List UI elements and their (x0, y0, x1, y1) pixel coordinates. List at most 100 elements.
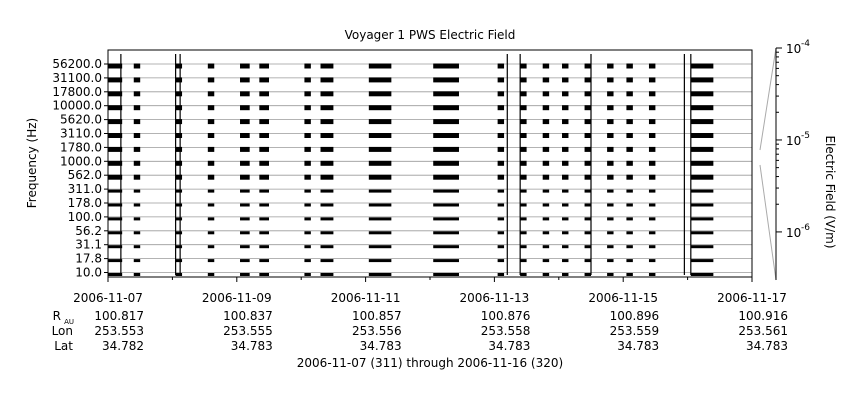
observation-block (133, 105, 141, 111)
observation-block (259, 160, 269, 166)
observation-block (648, 231, 656, 235)
colorbar-tick-base: 10 (786, 226, 801, 240)
observation-block (520, 133, 527, 138)
frequency-grid (108, 63, 752, 273)
observation-block (690, 245, 714, 249)
observation-block (433, 174, 459, 180)
observation-block (368, 77, 392, 83)
ephemeris-value: 253.556 (352, 324, 402, 338)
observation-block (626, 133, 633, 138)
observation-block (542, 160, 550, 166)
ephemeris-value: 253.561 (738, 324, 788, 338)
observation-block (175, 160, 183, 166)
colorbar-label: Electric Field (V/m) (823, 135, 837, 248)
observation-block (133, 119, 141, 125)
observation-block (133, 189, 141, 193)
ephemeris-value: 100.857 (352, 309, 402, 323)
observation-block (520, 273, 527, 276)
observation-block (690, 273, 714, 276)
observation-block (433, 77, 459, 83)
observation-block (108, 63, 123, 69)
observation-block (240, 245, 250, 249)
observation-block (542, 77, 550, 83)
observation-block (520, 245, 527, 249)
observation-block (320, 203, 334, 207)
observation-block (433, 91, 459, 97)
observation-block (626, 77, 633, 83)
y-tick-label: 3110.0 (60, 127, 102, 141)
observation-block (648, 174, 656, 180)
observation-block (207, 63, 215, 69)
observation-block (175, 174, 183, 180)
observation-block (304, 133, 311, 138)
observation-block (207, 259, 215, 263)
ephemeris-value: 34.783 (360, 339, 402, 353)
observation-block (433, 133, 459, 138)
observation-block (133, 77, 141, 83)
ephemeris-table: R AU 100.817 100.837 100.857 100.876 100.896 10… (52, 309, 788, 353)
observation-block (542, 259, 550, 263)
observation-block (240, 63, 250, 69)
chart-title: Voyager 1 PWS Electric Field (345, 28, 516, 42)
y-tick-labels: 56200.031100.017800.010000.05620.03110.0… (52, 57, 108, 280)
observation-block (690, 105, 714, 111)
observation-block (368, 189, 392, 193)
observation-block (368, 259, 392, 263)
observation-block (562, 63, 569, 69)
observation-block (584, 146, 591, 152)
observation-block (626, 273, 633, 276)
observation-block (542, 189, 550, 193)
observation-block (175, 259, 183, 263)
observation-block (607, 245, 614, 249)
observation-block (584, 189, 591, 193)
observation-block (607, 259, 614, 263)
observation-block (240, 259, 250, 263)
observation-block (108, 174, 123, 180)
observation-block (240, 160, 250, 166)
observation-block (175, 203, 183, 207)
observation-block (497, 189, 505, 193)
observation-block (562, 160, 569, 166)
observation-block (690, 133, 714, 138)
observation-block (320, 63, 334, 69)
ephemeris-value: 100.916 (738, 309, 788, 323)
observation-block (626, 63, 633, 69)
observation-block (133, 259, 141, 263)
observation-block (607, 273, 614, 276)
observation-block (584, 77, 591, 83)
observation-block (584, 63, 591, 69)
observation-block (690, 160, 714, 166)
observation-block (433, 146, 459, 152)
y-tick-label: 1000.0 (60, 154, 102, 168)
observation-block (175, 77, 183, 83)
x-tick-label: 2006-11-09 (202, 291, 272, 305)
observation-block (304, 245, 311, 249)
observation-block (133, 160, 141, 166)
observation-block (133, 245, 141, 249)
observation-block (520, 77, 527, 83)
observation-block (542, 63, 550, 69)
observation-block (368, 146, 392, 152)
observation-block (108, 119, 123, 125)
observation-block (520, 119, 527, 125)
observation-block (497, 203, 505, 207)
observation-block (259, 189, 269, 193)
ephemeris-value: 34.783 (746, 339, 788, 353)
ephemeris-value: 100.837 (223, 309, 273, 323)
colorbar-tick-base: 10 (786, 42, 801, 56)
observation-block (562, 259, 569, 263)
observation-block (240, 189, 250, 193)
observation-block (259, 63, 269, 69)
observation-block (607, 189, 614, 193)
observation-block (433, 189, 459, 193)
observation-block (240, 217, 250, 221)
observation-block (497, 63, 505, 69)
observation-block (497, 146, 505, 152)
ephemeris-value: 34.782 (102, 339, 144, 353)
colorbar-tick-exp: -5 (801, 131, 810, 141)
observation-block (562, 217, 569, 221)
observation-block (562, 273, 569, 276)
observation-block (497, 133, 505, 138)
observation-block (607, 217, 614, 221)
